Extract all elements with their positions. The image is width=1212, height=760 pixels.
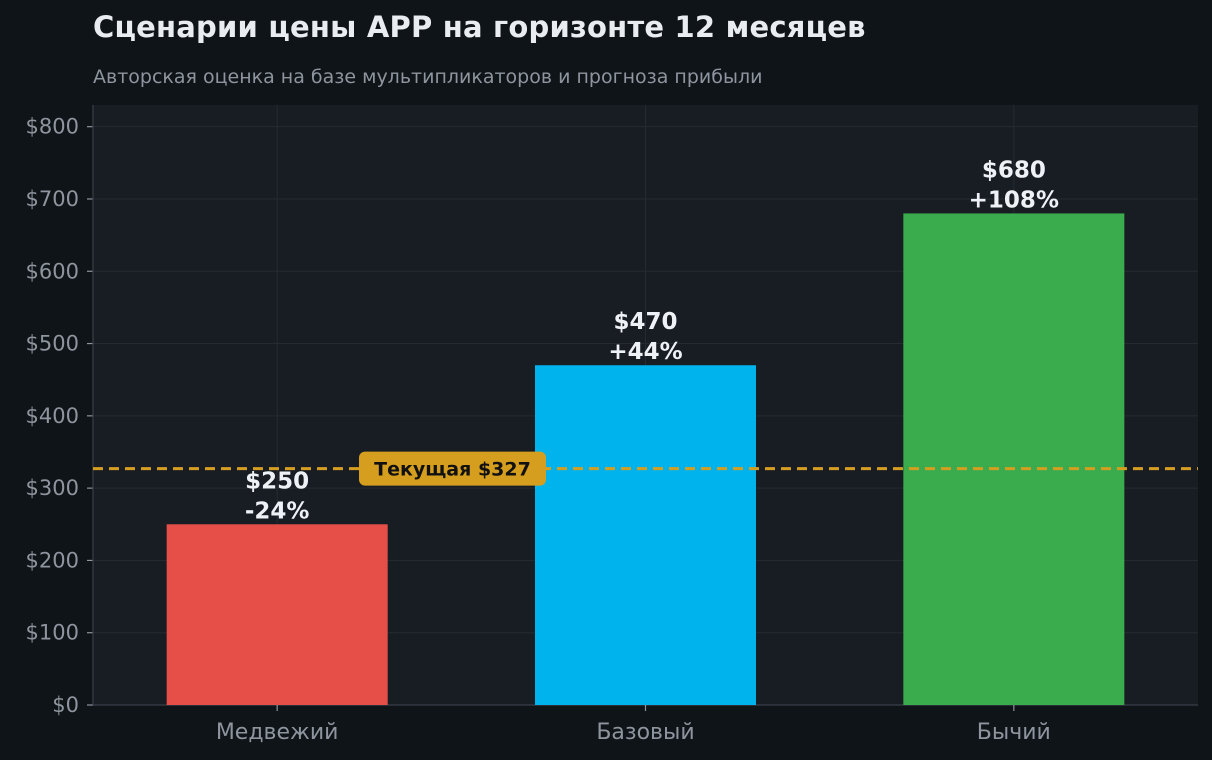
current-price-label: Текущая $327 bbox=[374, 459, 531, 481]
y-tick-label: $500 bbox=[26, 332, 79, 356]
current-price-badge bbox=[359, 451, 546, 486]
bar-1 bbox=[166, 524, 388, 705]
bar-3 bbox=[903, 213, 1125, 706]
y-tick-label: $100 bbox=[26, 621, 79, 645]
y-tick-label: $200 bbox=[26, 548, 79, 572]
bar-change-label: +44% bbox=[608, 339, 682, 365]
x-tick-label: Базовый bbox=[596, 720, 694, 745]
x-tick-label: Медвежий bbox=[216, 720, 339, 745]
y-tick-label: $800 bbox=[26, 115, 79, 139]
bar-change-label: +108% bbox=[969, 187, 1059, 213]
bar-price-label: $470 bbox=[613, 309, 677, 335]
y-tick-label: $400 bbox=[26, 404, 79, 428]
y-tick-label: $600 bbox=[26, 259, 79, 283]
chart-subtitle: Авторская оценка на базе мультипликаторо… bbox=[93, 66, 763, 88]
bar-price-label: $680 bbox=[982, 157, 1046, 183]
y-tick-label: $300 bbox=[26, 476, 79, 500]
bar-price-label: $250 bbox=[245, 468, 309, 494]
chart-title: Сценарии цены APP на горизонте 12 месяце… bbox=[93, 10, 866, 44]
y-tick-label: $700 bbox=[26, 187, 79, 211]
bar-2 bbox=[535, 365, 756, 705]
x-tick-label: Бычий bbox=[977, 720, 1051, 745]
y-tick-label: $0 bbox=[52, 693, 79, 717]
bar-change-label: -24% bbox=[245, 498, 310, 524]
